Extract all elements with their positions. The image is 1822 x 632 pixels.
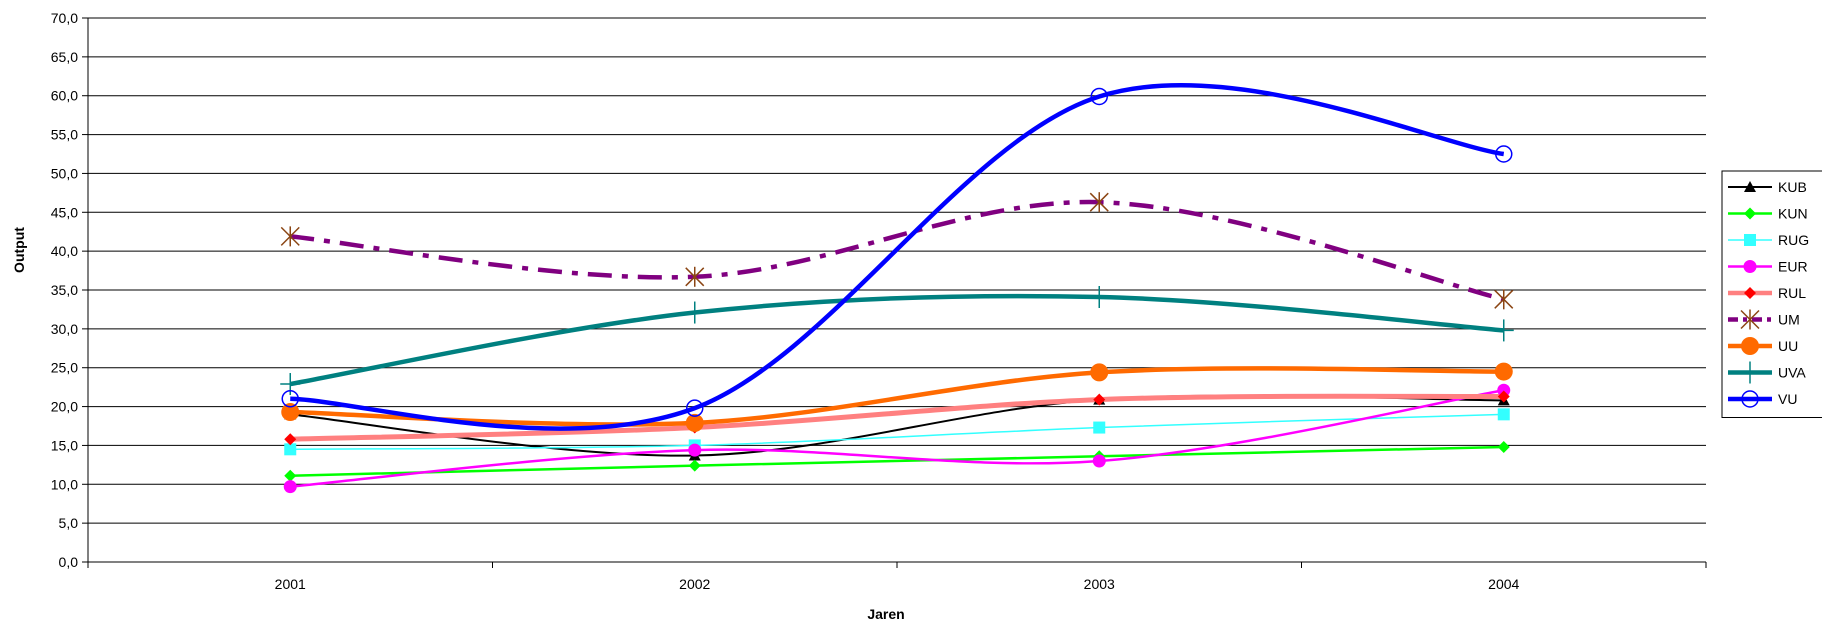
data-point-uu — [281, 403, 300, 422]
data-point-eur — [1092, 454, 1106, 468]
axes: 0,0 5,0 10,0 15,0 20,0 25,0 30,0 35,0 40,0 45,0 50… — [51, 10, 1707, 592]
y-tick-label: 30,0 — [51, 321, 78, 337]
series-line-rug — [290, 413, 1504, 451]
legend-marker-uva — [1740, 361, 1760, 384]
y-tick-label: 45,0 — [51, 204, 78, 220]
data-point-uva — [1493, 319, 1514, 342]
y-tick-label: 40,0 — [51, 243, 78, 259]
data-point-vu — [686, 399, 704, 417]
y-tick-label: 25,0 — [51, 360, 78, 376]
data-point-rug — [1497, 408, 1510, 421]
data-point-rug — [284, 443, 297, 456]
series-lines — [289, 83, 1505, 488]
x-tick-label: 2003 — [1084, 576, 1115, 592]
y-tick-label: 55,0 — [51, 127, 78, 143]
data-point-eur — [688, 443, 702, 457]
series-line-uva — [289, 293, 1504, 387]
series-line-kun — [290, 445, 1504, 477]
series-line-eur — [290, 389, 1504, 488]
legend-label-eur: EUR — [1778, 259, 1808, 275]
legend: KUB KUN RUG EUR RUL UM UU UVA VU — [1721, 170, 1822, 418]
y-tick-label: 0,0 — [59, 554, 79, 570]
y-tick-label: 5,0 — [59, 515, 79, 531]
data-point-uva — [684, 301, 705, 324]
legend-marker-kub — [1744, 181, 1756, 192]
data-point-eur — [1497, 383, 1511, 397]
legend-label-kub: KUB — [1778, 179, 1807, 195]
legend-marker-eur — [1743, 260, 1757, 273]
legend-label-uu: UU — [1778, 338, 1798, 354]
series-markers — [280, 87, 1514, 494]
data-point-um — [1089, 192, 1109, 213]
legend-marker-rug — [1744, 234, 1756, 246]
legend-label-kun: KUN — [1778, 206, 1808, 222]
data-point-rul — [1497, 390, 1510, 403]
data-point-rul — [284, 433, 297, 446]
data-point-kun — [688, 459, 701, 472]
data-point-um — [1494, 289, 1514, 310]
legend-marker-um — [1740, 309, 1760, 330]
legend-label-rug: RUG — [1778, 232, 1809, 248]
legend-marker-kun — [1744, 207, 1756, 220]
x-tick-label: 2001 — [275, 576, 306, 592]
y-tick-label: 50,0 — [51, 165, 78, 181]
data-point-vu — [281, 390, 299, 408]
y-axis-title: Output — [11, 227, 27, 273]
series-line-vu — [290, 83, 1505, 431]
y-tick-label: 35,0 — [51, 282, 78, 298]
data-point-kun — [284, 469, 297, 482]
y-tick-label: 70,0 — [51, 10, 78, 26]
data-point-rul — [1093, 393, 1106, 406]
data-point-eur — [283, 480, 297, 494]
data-point-uu — [1090, 363, 1109, 382]
data-point-uu — [1494, 362, 1513, 381]
series-line-uu — [290, 366, 1504, 427]
legend-marker-vu — [1741, 390, 1759, 408]
gridlines — [88, 17, 1706, 524]
legend-label-rul: RUL — [1778, 285, 1806, 301]
data-point-um — [685, 266, 705, 287]
data-point-uu — [685, 413, 704, 432]
data-point-vu — [1495, 145, 1513, 163]
x-axis-title: Jaren — [867, 606, 904, 622]
data-point-uva — [1089, 285, 1110, 308]
y-tick-label: 10,0 — [51, 476, 78, 492]
y-tick-label: 60,0 — [51, 88, 78, 104]
data-point-rug — [1093, 421, 1106, 434]
legend-marker-uu — [1741, 337, 1759, 355]
legend-label-uva: UVA — [1778, 365, 1806, 381]
y-tick-label: 65,0 — [51, 49, 78, 65]
x-tick-label: 2004 — [1488, 576, 1519, 592]
y-tick-label: 20,0 — [51, 399, 78, 415]
data-point-um — [280, 226, 300, 247]
legend-marker-rul — [1744, 287, 1756, 299]
data-point-vu — [1090, 87, 1108, 106]
y-tick-label: 15,0 — [51, 437, 78, 453]
series-line-rul — [290, 393, 1504, 442]
series-line-um — [290, 199, 1505, 302]
legend-label-um: UM — [1778, 312, 1800, 328]
data-point-kun — [1497, 440, 1510, 453]
x-tick-label: 2002 — [679, 576, 710, 592]
legend-label-vu: VU — [1778, 391, 1797, 407]
data-point-uva — [280, 373, 301, 396]
